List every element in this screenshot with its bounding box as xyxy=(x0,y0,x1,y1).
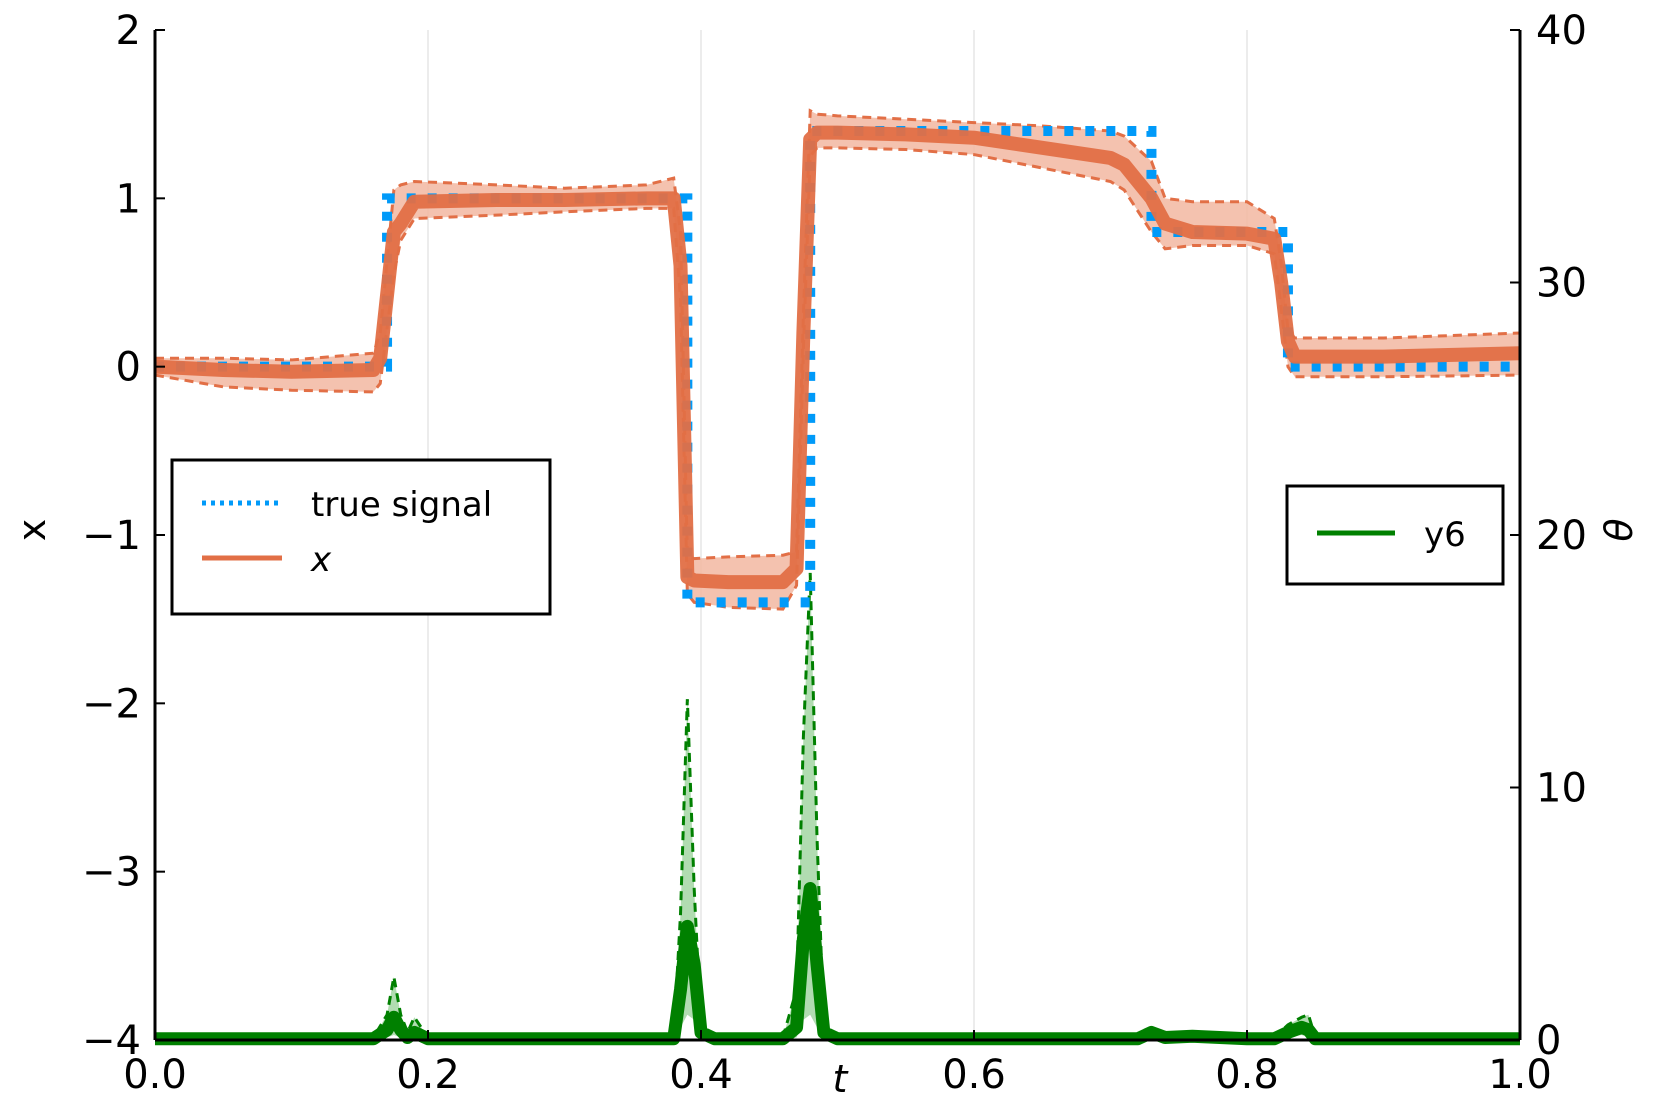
legend-left: true signal x xyxy=(170,458,552,616)
x-line xyxy=(154,125,1521,590)
y-tick-label-5: −3 xyxy=(82,850,141,896)
y-tick-label-0: 2 xyxy=(116,8,141,54)
x-axis-label: t xyxy=(833,1057,850,1101)
y2-tick-label-2: 20 xyxy=(1536,513,1587,559)
y2-tick-label-4: 0 xyxy=(1536,1018,1561,1064)
y-tick-label-2: 0 xyxy=(116,345,141,391)
x-band-upper xyxy=(155,108,1521,561)
y6-line xyxy=(155,882,1520,1046)
legend-y6-label: y6 xyxy=(1424,515,1466,555)
x-tick-label-1: 0.2 xyxy=(396,1052,460,1098)
x-tick-label-3: 0.6 xyxy=(942,1052,1006,1098)
series-lines xyxy=(154,125,1521,1046)
y-tick-label-1: 1 xyxy=(116,176,141,222)
y2-tick-label-3: 10 xyxy=(1536,766,1587,812)
x-tick-label-2: 0.4 xyxy=(669,1052,733,1098)
x-tick-label-5: 1.0 xyxy=(1488,1052,1552,1098)
x-tick-label-0: 0.0 xyxy=(123,1052,187,1098)
y-tick-label-3: −1 xyxy=(82,513,141,559)
x-tick-label-4: 0.8 xyxy=(1215,1052,1279,1098)
theta-band-upper xyxy=(155,572,1520,1039)
y2-axis-label: θ xyxy=(1597,518,1641,541)
legend-true-signal-label: true signal xyxy=(311,485,492,525)
y2-tick-label-0: 40 xyxy=(1536,8,1587,54)
y2-tick-label-1: 30 xyxy=(1536,261,1587,307)
y-axis-label: x xyxy=(10,519,54,542)
legend-x-label: x xyxy=(310,540,332,580)
y-tick-label-6: −4 xyxy=(82,1018,141,1064)
legend-left-frame xyxy=(170,458,552,616)
y-tick-label-4: −2 xyxy=(82,681,141,727)
legend-right: y6 xyxy=(1285,484,1505,586)
